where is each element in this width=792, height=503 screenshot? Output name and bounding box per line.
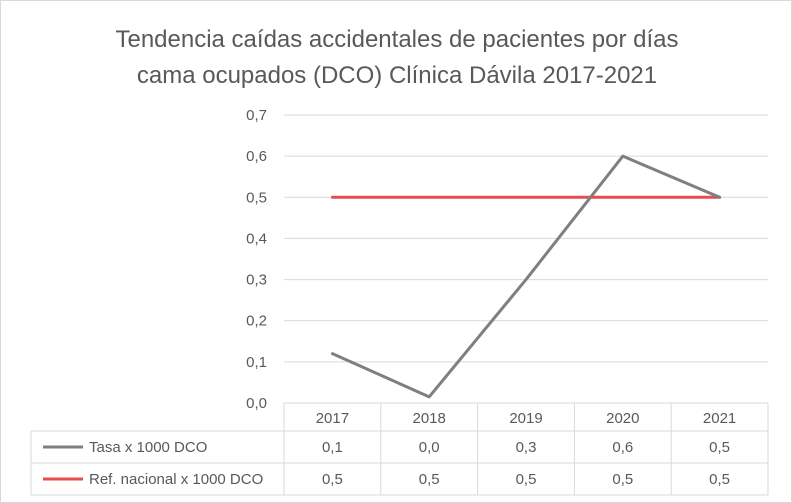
data-label: 0,5 [709, 439, 730, 456]
legend-label-1: Tasa x 1000 DCO [89, 439, 207, 456]
y-tick-label: 0,4 [246, 230, 267, 247]
x-category-label: 2018 [413, 410, 446, 427]
y-tick-label: 0,6 [246, 148, 267, 165]
data-label: 0,5 [322, 471, 343, 488]
data-label: 0,5 [709, 471, 730, 488]
y-tick-label: 0,3 [246, 272, 267, 289]
x-category-label: 2020 [606, 410, 639, 427]
legend-label-2: Ref. nacional x 1000 DCO [89, 471, 263, 488]
y-tick-label: 0,5 [246, 189, 267, 206]
x-category-label: 2021 [703, 410, 736, 427]
y-tick-label: 0,2 [246, 313, 267, 330]
data-label: 0,5 [419, 471, 440, 488]
data-label: 0,1 [322, 439, 343, 456]
x-category-label: 2017 [316, 410, 349, 427]
data-label: 0,6 [612, 439, 633, 456]
data-label: 0,3 [516, 439, 537, 456]
data-label: 0,5 [612, 471, 633, 488]
series-line-1 [330, 154, 722, 399]
data-label: 0,5 [516, 471, 537, 488]
y-tick-label: 0,7 [246, 107, 267, 124]
data-label: 0,0 [419, 439, 440, 456]
chart-title-line-2: cama ocupados (DCO) Clínica Dávila 2017-… [137, 62, 657, 89]
y-tick-label: 0,1 [246, 354, 267, 371]
y-tick-label: 0,0 [246, 395, 267, 412]
x-category-label: 2019 [509, 410, 542, 427]
chart-title-line-1: Tendencia caídas accidentales de pacient… [115, 26, 678, 53]
